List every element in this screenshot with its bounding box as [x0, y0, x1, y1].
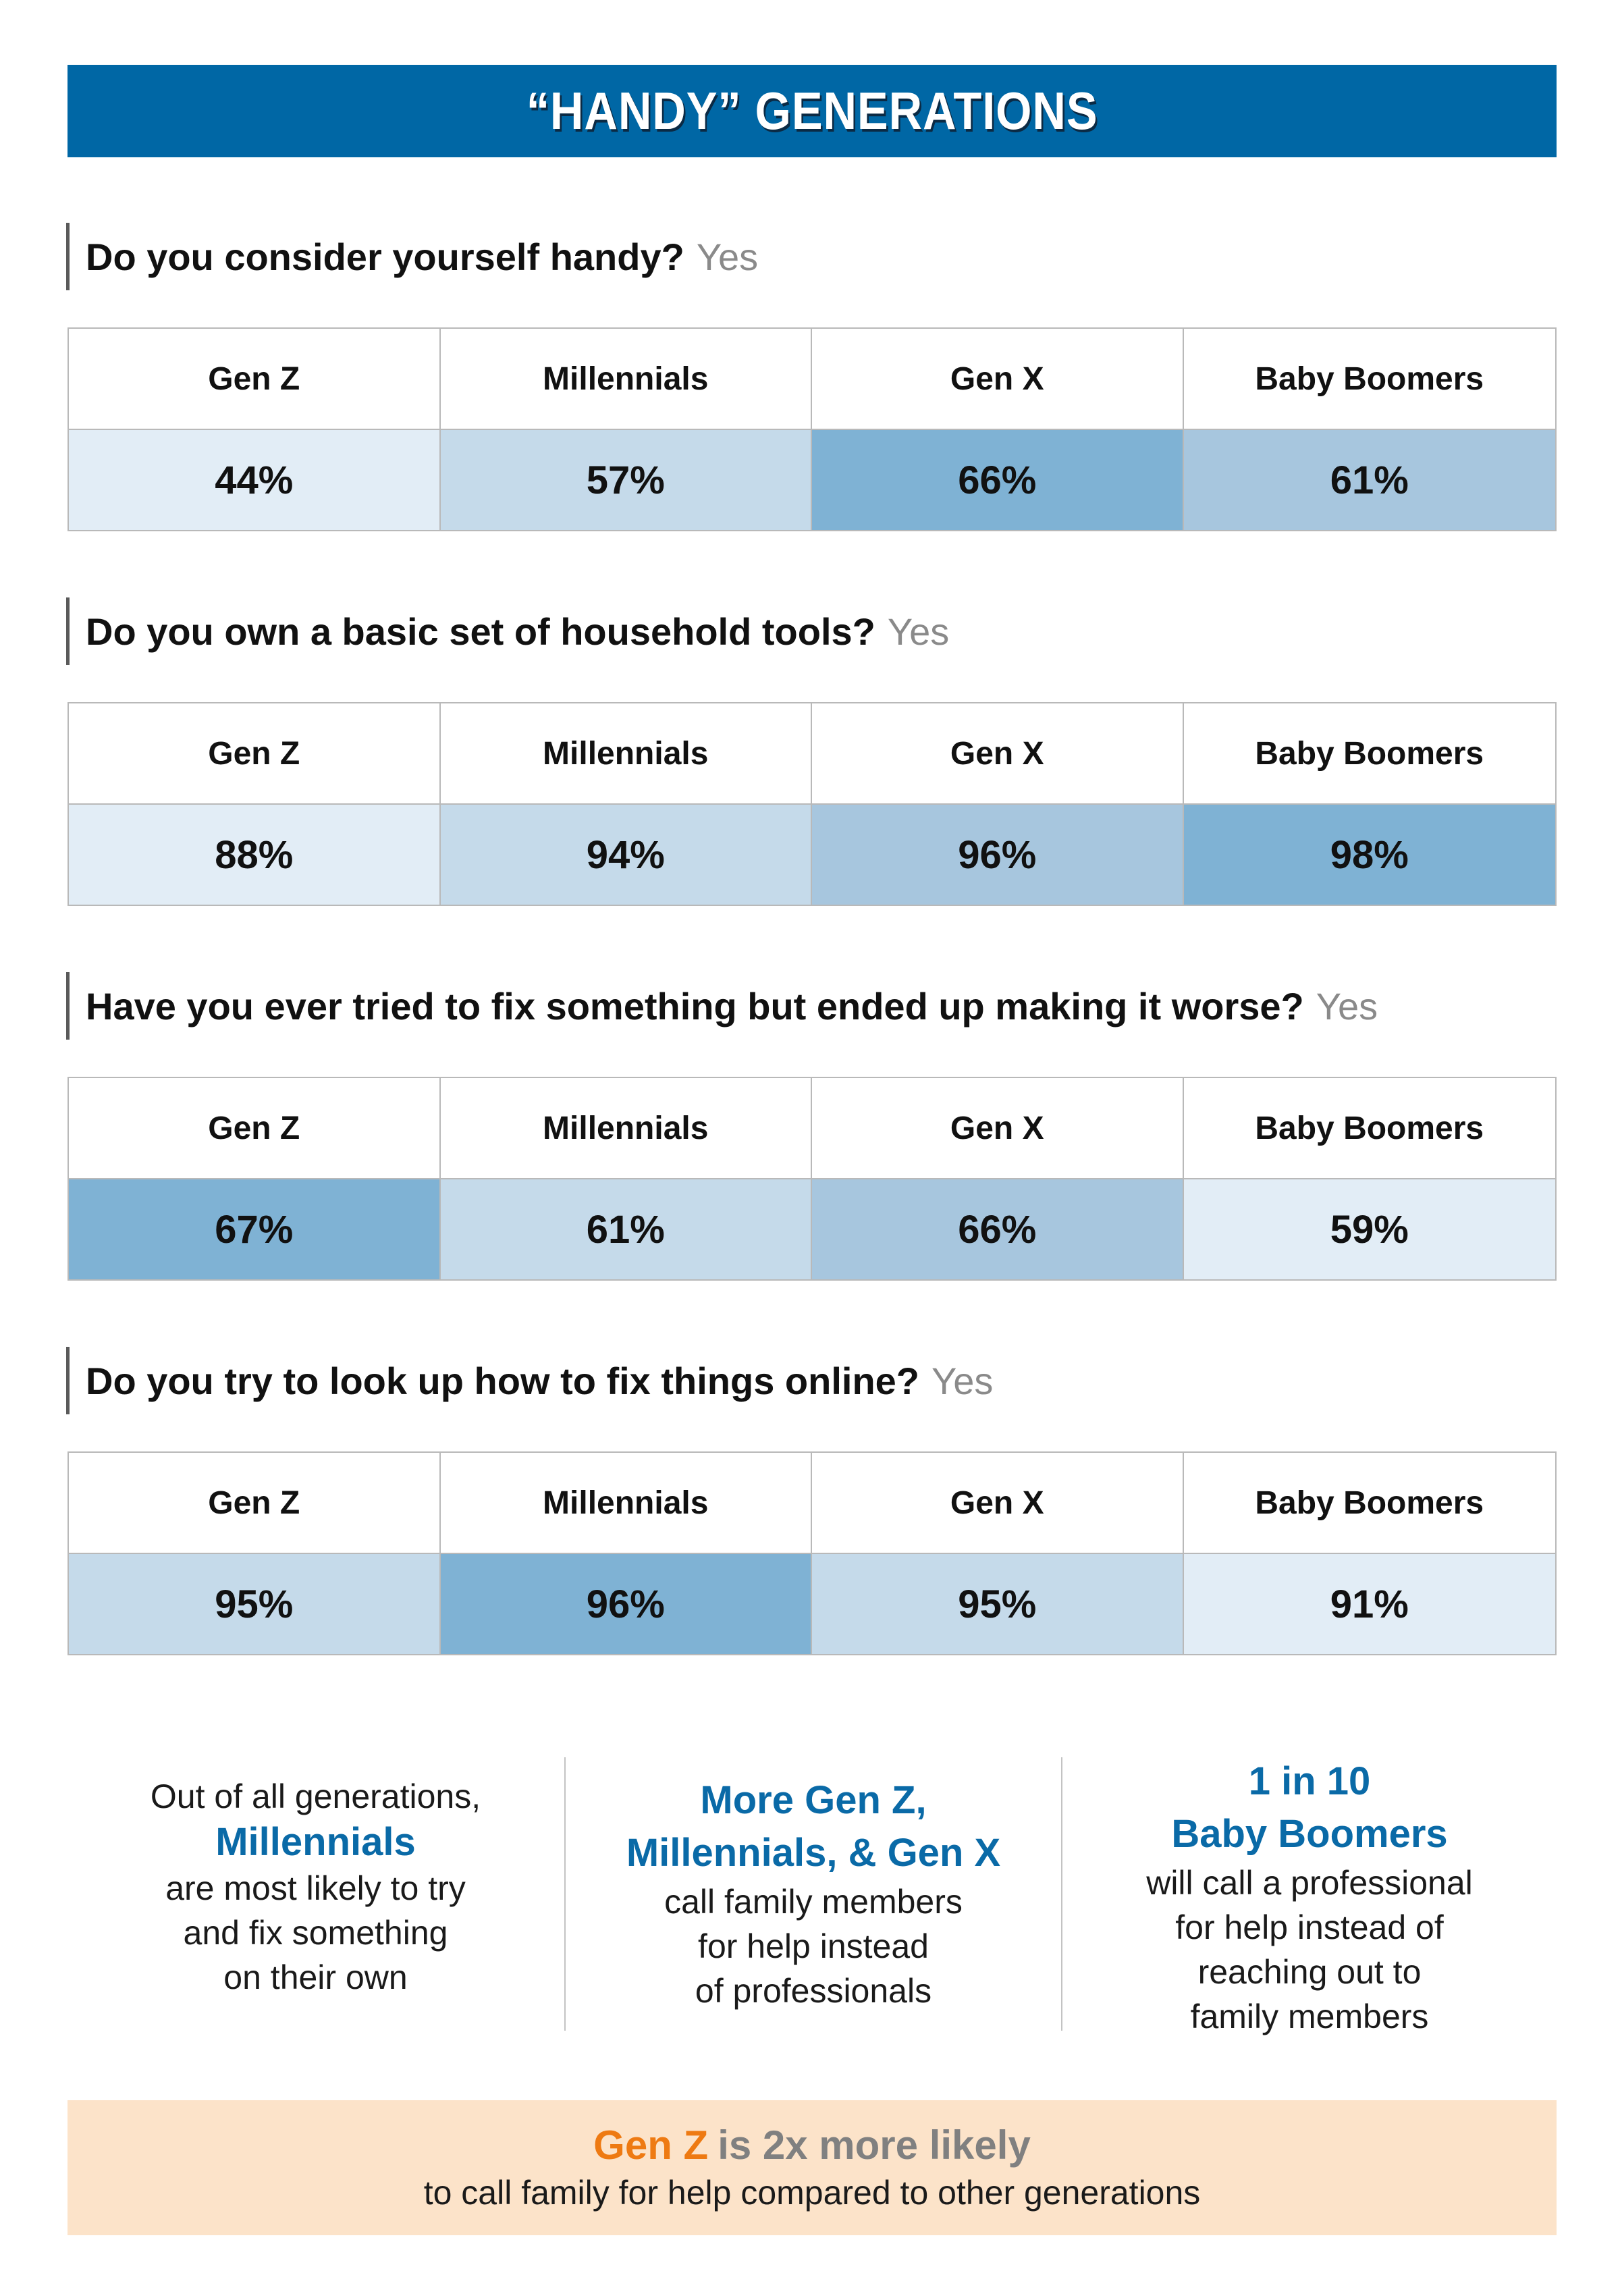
column-header: Gen X — [812, 703, 1184, 805]
value-cell: 94% — [440, 805, 812, 905]
column-header: Millennials — [440, 703, 812, 805]
value-cell: 61% — [1183, 430, 1555, 530]
column-header: Gen Z — [69, 1453, 441, 1554]
footer-highlight: More Gen Z, — [700, 1778, 927, 1822]
value-cell: 95% — [69, 1554, 441, 1654]
footer-text: and fix something — [183, 1914, 448, 1952]
banner-subtext: to call family for help compared to othe… — [423, 2174, 1201, 2212]
footer-text: call family members — [664, 1883, 963, 1921]
title-bar: “HANDY” GENERATIONS — [68, 65, 1557, 157]
value-cell: 66% — [812, 430, 1184, 530]
value-cell: 91% — [1183, 1554, 1555, 1654]
footer-text: family members — [1190, 1998, 1429, 2035]
column-header: Baby Boomers — [1183, 1453, 1555, 1554]
value-cell: 96% — [440, 1554, 812, 1654]
value-cell: 95% — [812, 1554, 1184, 1654]
column-header: Baby Boomers — [1183, 1078, 1555, 1179]
footer-stat-millennials: Out of all generations, Millennials are … — [68, 1755, 564, 2032]
column-header: Baby Boomers — [1183, 329, 1555, 430]
question-answer: Yes — [887, 610, 950, 653]
column-header: Gen Z — [69, 329, 441, 430]
footer-text: of professionals — [695, 1972, 932, 2010]
value-cell: 96% — [812, 805, 1184, 905]
banner-stat: is 2x more likely — [718, 2123, 1031, 2168]
column-header: Gen Z — [69, 1078, 441, 1179]
value-cell: 98% — [1183, 805, 1555, 905]
value-cell: 59% — [1183, 1179, 1555, 1279]
column-header: Millennials — [440, 1453, 812, 1554]
footer-divider — [564, 1757, 566, 2031]
footer-text: will call a professional — [1146, 1864, 1473, 1902]
column-header: Millennials — [440, 329, 812, 430]
value-cell: 67% — [69, 1179, 441, 1279]
question-text: Do you consider yourself handy? — [86, 235, 684, 278]
value-cell: 88% — [69, 805, 441, 905]
footer-text: for help instead — [698, 1927, 929, 1965]
footer-stat-boomers: 1 in 10 Baby Boomers will call a profess… — [1062, 1755, 1557, 2035]
question-text: Do you try to look up how to fix things … — [86, 1359, 920, 1402]
results-table: Gen Z Millennials Gen X Baby Boomers 67% 61% 6… — [68, 1077, 1557, 1281]
footer-text: for help instead of — [1175, 1908, 1444, 1946]
footer-text: are most likely to try — [165, 1869, 466, 1907]
page-title: “HANDY” GENERATIONS — [526, 81, 1098, 140]
column-header: Gen X — [812, 329, 1184, 430]
results-table: Gen Z Millennials Gen X Baby Boomers 44% 57% 6… — [68, 327, 1557, 531]
column-header: Gen X — [812, 1453, 1184, 1554]
question-text: Have you ever tried to fix something but… — [86, 984, 1304, 1027]
footer-text: on their own — [223, 1958, 408, 1996]
column-header: Gen X — [812, 1078, 1184, 1179]
footer-highlight: 1 in 10 — [1248, 1759, 1371, 1803]
column-header: Millennials — [440, 1078, 812, 1179]
value-cell: 57% — [440, 430, 812, 530]
question-answer: Yes — [932, 1359, 994, 1402]
question-label: Do you try to look up how to fix things … — [66, 1347, 993, 1414]
banner-highlight: Gen Z — [593, 2123, 709, 2168]
question-answer: Yes — [1316, 984, 1378, 1027]
question-label: Do you consider yourself handy? Yes — [66, 223, 758, 290]
footer-stat-family: More Gen Z, Millennials, & Gen X call fa… — [566, 1755, 1061, 2032]
question-label: Do you own a basic set of household tool… — [66, 597, 949, 665]
column-header: Gen Z — [69, 703, 441, 805]
footer-highlight: Baby Boomers — [1171, 1812, 1448, 1856]
footer-divider — [1061, 1757, 1062, 2031]
footer-text: reaching out to — [1197, 1953, 1422, 1991]
results-table: Gen Z Millennials Gen X Baby Boomers 88% 94% 9… — [68, 702, 1557, 906]
question-answer: Yes — [696, 235, 759, 278]
question-text: Do you own a basic set of household tool… — [86, 610, 875, 653]
value-cell: 61% — [440, 1179, 812, 1279]
value-cell: 44% — [69, 430, 441, 530]
results-table: Gen Z Millennials Gen X Baby Boomers 95% 96% 9… — [68, 1451, 1557, 1655]
question-label: Have you ever tried to fix something but… — [66, 972, 1378, 1040]
footer-highlight: Millennials — [215, 1820, 416, 1864]
column-header: Baby Boomers — [1183, 703, 1555, 805]
footer-text: Out of all generations, — [150, 1778, 481, 1815]
value-cell: 66% — [812, 1179, 1184, 1279]
footer-highlight: Millennials, & Gen X — [626, 1831, 1001, 1875]
